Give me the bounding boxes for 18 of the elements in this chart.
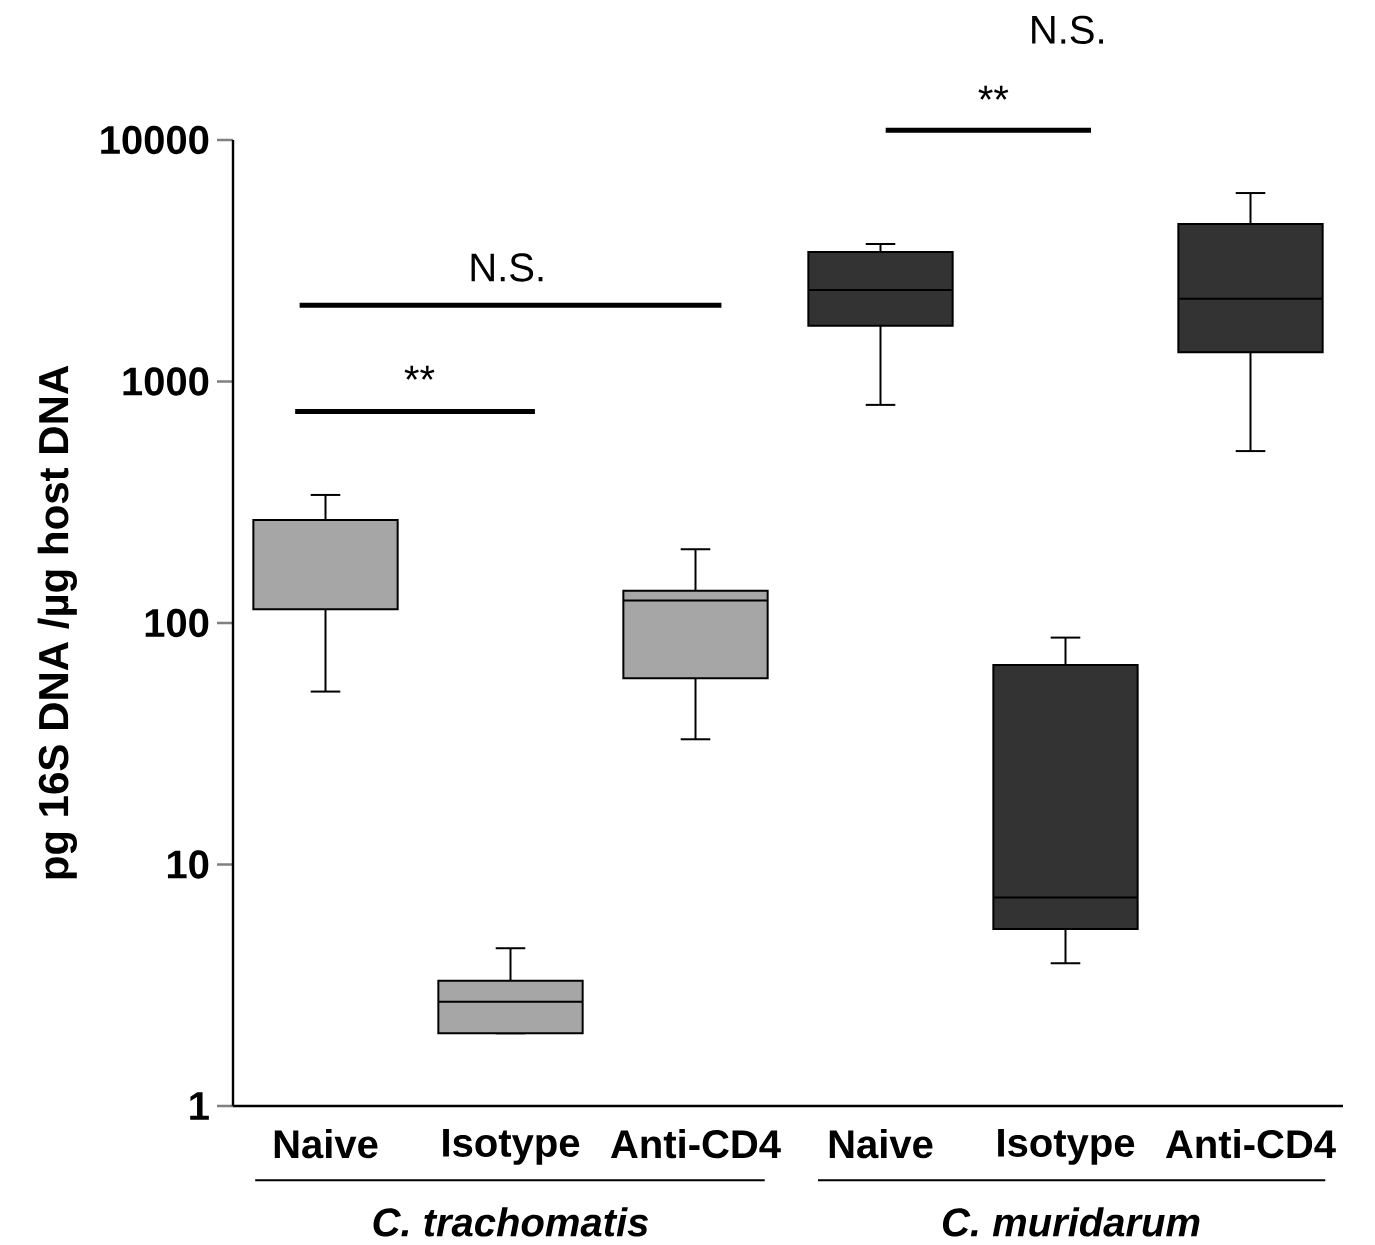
x-tick-label: Naive xyxy=(274,1128,378,1159)
annotation: ** xyxy=(404,365,435,380)
x-tick-label: Isotype xyxy=(443,1129,580,1165)
annotation: N.S. xyxy=(471,253,543,282)
y-tick-label: 1 xyxy=(190,1092,209,1120)
y-tick-label: 10 xyxy=(167,850,209,879)
y-tick-label: 1000 xyxy=(123,367,209,396)
x-tick-label: Anti-CD4 xyxy=(1165,1128,1336,1159)
text: C. muridarum xyxy=(942,1207,1200,1237)
text: ** xyxy=(978,85,1009,100)
x-tick-label: Naive xyxy=(829,1128,933,1159)
y-tick-label: 10000 xyxy=(101,125,209,155)
x-tick-label: Anti-CD4 xyxy=(610,1128,781,1159)
y-tick-label: 100 xyxy=(145,608,209,638)
x-tick-label: Isotype xyxy=(998,1129,1135,1165)
y-axis-title: pg 16S DNA /µg host DNA xyxy=(37,365,77,879)
text: N.S. xyxy=(1032,15,1103,44)
text: C. trachomatis xyxy=(373,1207,649,1237)
